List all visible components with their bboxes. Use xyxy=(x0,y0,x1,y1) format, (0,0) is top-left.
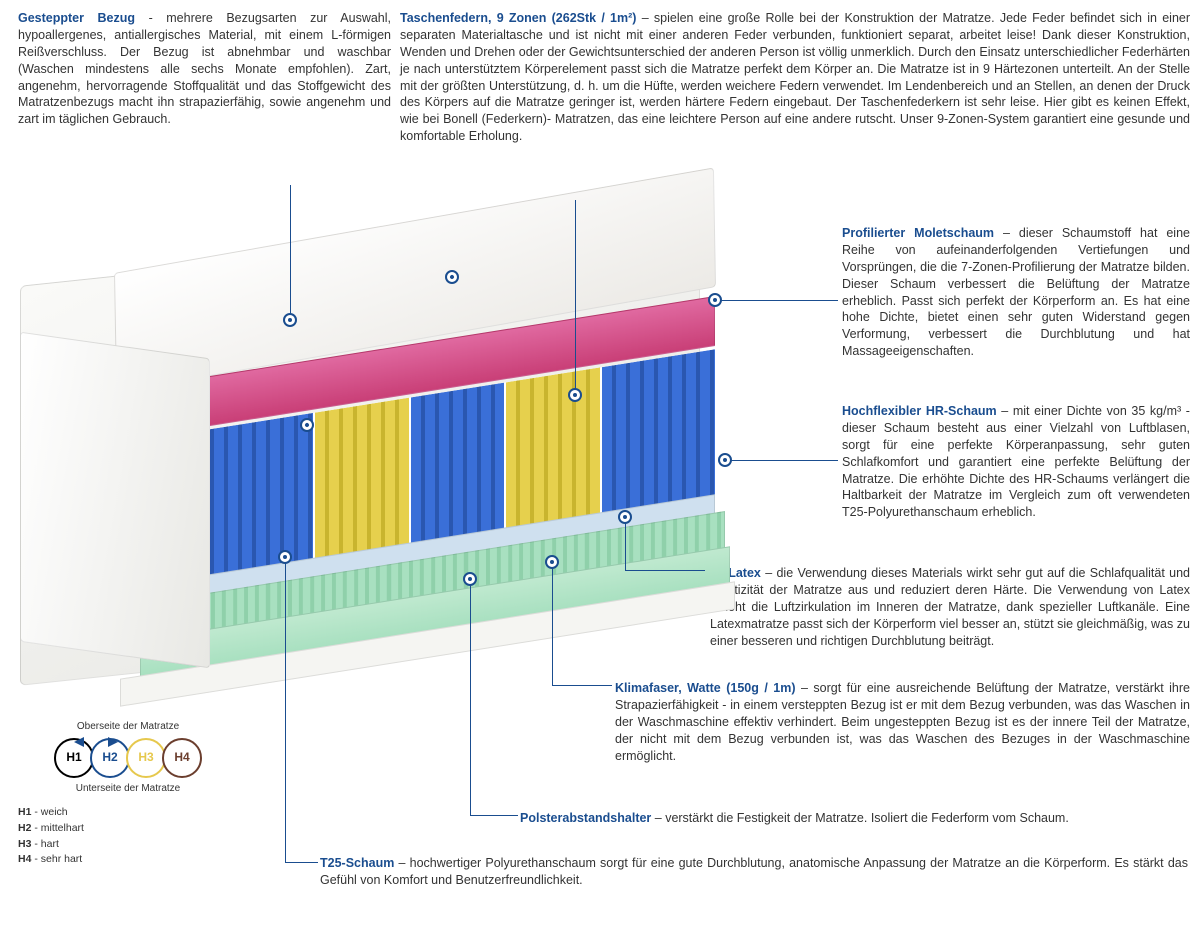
legend-h2-code: H2 xyxy=(18,822,31,834)
hardness-legend: Oberseite der Matratze H1 H2 H3 H4 Unter… xyxy=(18,720,238,868)
layer-side xyxy=(20,332,210,669)
title-molet: Profilierter Moletschaum xyxy=(842,226,994,240)
title-klima: Klimafaser, Watte (150g / 1m) xyxy=(615,681,796,695)
text-latex: – die Verwendung dieses Materials wirkt … xyxy=(710,566,1190,648)
point-molet xyxy=(708,293,722,307)
legend-h4-text: - sehr hart xyxy=(31,853,82,865)
line-polster xyxy=(470,815,518,816)
legend-h3-code: H3 xyxy=(18,838,31,850)
block-molet: Profilierter Moletschaum – dieser Schaum… xyxy=(842,225,1190,360)
title-polster: Polsterabstandshalter xyxy=(520,811,651,825)
line-latex-v xyxy=(625,520,626,570)
point-hr xyxy=(718,453,732,467)
block-federn: Taschenfedern, 9 Zonen (262Stk / 1m²) – … xyxy=(400,10,1190,145)
block-polster: Polsterabstandshalter – verstärkt die Fe… xyxy=(520,810,1190,827)
line-hr xyxy=(730,460,838,461)
legend-bottom-label: Unterseite der Matratze xyxy=(18,782,238,796)
point-t25 xyxy=(278,550,292,564)
line-klima xyxy=(552,685,612,686)
point-federn xyxy=(568,388,582,402)
line-klima-v xyxy=(552,565,553,685)
ring-h1: H1 xyxy=(54,738,94,778)
line-bezug xyxy=(290,185,291,315)
legend-h2-text: - mittelhart xyxy=(31,822,84,834)
point-latex xyxy=(618,510,632,524)
line-polster-v xyxy=(470,582,471,815)
block-t25: T25-Schaum – hochwertiger Polyurethansch… xyxy=(320,855,1188,889)
legend-arrows xyxy=(18,736,238,748)
text-t25: – hochwertiger Polyurethanschaum sorgt f… xyxy=(320,856,1188,887)
line-t25-v xyxy=(285,560,286,862)
text-molet: – dieser Schaumstoff hat eine Reihe von … xyxy=(842,226,1190,358)
text-federn: – spielen eine große Rolle bei der Konst… xyxy=(400,11,1190,143)
point-klima xyxy=(545,555,559,569)
text-hr: – mit einer Dichte von 35 kg/m³ - dieser… xyxy=(842,404,1190,519)
line-t25 xyxy=(285,862,318,863)
legend-h4-code: H4 xyxy=(18,853,31,865)
line-latex xyxy=(625,570,705,571)
legend-h1-text: - weich xyxy=(31,806,67,818)
block-bezug: Gesteppter Bezug - mehrere Bezugsarten z… xyxy=(18,10,391,128)
block-hr: Hochflexibler HR-Schaum – mit einer Dich… xyxy=(842,403,1190,521)
ring-h3: H3 xyxy=(126,738,166,778)
legend-h1-code: H1 xyxy=(18,806,31,818)
legend-list: H1 - weich H2 - mittelhart H3 - hart H4 … xyxy=(18,805,238,868)
point-polster xyxy=(463,572,477,586)
text-polster: – verstärkt die Festigkeit der Matratze.… xyxy=(651,811,1069,825)
text-bezug: - mehrere Bezugsarten zur Auswahl, hypoa… xyxy=(18,11,391,126)
legend-top-label: Oberseite der Matratze xyxy=(18,720,238,734)
block-klima: Klimafaser, Watte (150g / 1m) – sorgt fü… xyxy=(615,680,1190,764)
line-federn-v xyxy=(575,200,576,390)
ring-h4: H4 xyxy=(162,738,202,778)
point-bezug xyxy=(283,313,297,327)
title-federn: Taschenfedern, 9 Zonen (262Stk / 1m²) xyxy=(400,11,636,25)
title-hr: Hochflexibler HR-Schaum xyxy=(842,404,997,418)
mattress-diagram xyxy=(20,225,740,670)
legend-h3-text: - hart xyxy=(31,838,58,850)
title-bezug: Gesteppter Bezug xyxy=(18,11,135,25)
block-latex: 2x Latex – die Verwendung dieses Materia… xyxy=(710,565,1190,649)
title-t25: T25-Schaum xyxy=(320,856,394,870)
line-molet xyxy=(720,300,838,301)
